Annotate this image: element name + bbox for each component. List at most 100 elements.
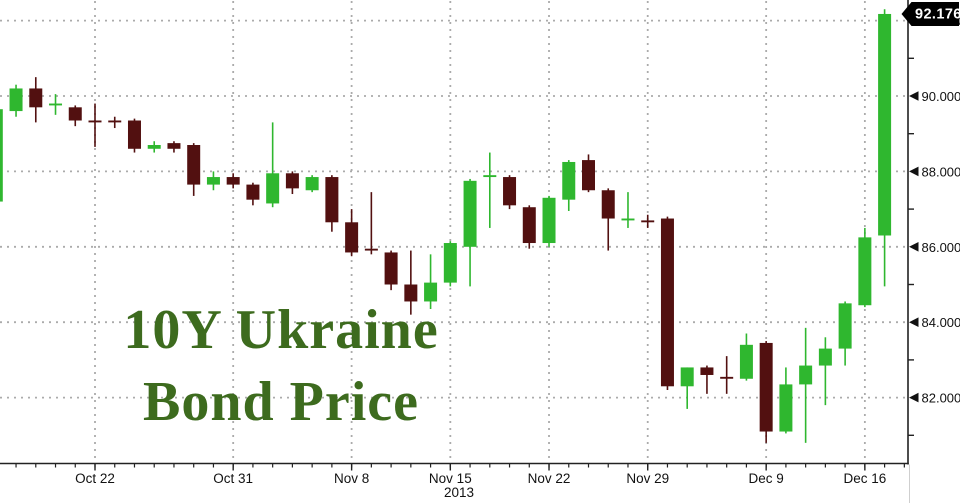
candle-nov-26 <box>582 154 595 193</box>
x-axis-label: Nov 22 <box>528 471 571 486</box>
candle-dec-10 <box>779 367 793 434</box>
candle-body <box>779 384 793 432</box>
candle-body <box>285 173 299 189</box>
candle-dec-12 <box>818 337 832 406</box>
candle-body <box>700 367 714 375</box>
x-axis-label: Nov 15 <box>429 471 472 486</box>
candle-dec-11 <box>799 327 813 443</box>
candle-body <box>147 145 161 149</box>
candle-body <box>601 190 615 219</box>
last-price-label: 92.176 <box>915 6 960 22</box>
candle-body <box>226 177 240 185</box>
candle-body <box>660 218 674 387</box>
candle-dec-13 <box>838 301 852 366</box>
y-axis-label: 84.000 <box>922 315 960 330</box>
candle-nov-29 <box>641 214 655 228</box>
candle-body <box>9 88 23 112</box>
candle-dec-16 <box>858 227 872 308</box>
candle-nov-12 <box>384 250 398 291</box>
y-tick-arrow-icon <box>909 166 919 177</box>
candle-body <box>384 252 398 285</box>
candle-body <box>621 218 635 221</box>
candle-nov-7 <box>325 175 339 232</box>
last-price-tag-shape <box>901 2 959 26</box>
candle-body <box>838 303 852 349</box>
y-tick-arrow-icon <box>909 242 919 252</box>
y-tick-arrow-icon <box>909 317 919 327</box>
candle-body <box>878 13 892 236</box>
last-price-tag: 92.176 <box>901 2 960 26</box>
candle-oct-29 <box>187 143 201 196</box>
y-tick-arrow-icon <box>909 392 919 403</box>
candle-body <box>266 173 280 204</box>
candle-body <box>483 175 497 178</box>
candle-nov-1 <box>246 182 260 206</box>
candle-body <box>68 107 82 121</box>
candle-body <box>759 342 773 432</box>
x-axis-label: Oct 22 <box>75 471 115 486</box>
candle-dec-6 <box>739 333 753 381</box>
candle-dec-9 <box>759 341 773 443</box>
candle-body <box>345 222 359 253</box>
candle-body <box>562 161 576 200</box>
candle-body <box>49 103 63 106</box>
candle-body <box>443 243 457 283</box>
y-axis-label: 88.000 <box>922 164 960 179</box>
y-axis-label: 86.000 <box>922 240 960 255</box>
candle-body <box>720 376 734 379</box>
candle-oct-17 <box>29 77 43 123</box>
candle-body <box>739 344 753 379</box>
y-axis-label: 82.000 <box>922 391 960 406</box>
candle-nov-18 <box>463 178 477 287</box>
candle-nov-14 <box>424 254 438 310</box>
candle-body <box>680 367 694 387</box>
candle-body <box>206 177 220 185</box>
candle-nov-19 <box>483 152 497 228</box>
candle-body <box>582 160 595 191</box>
candle-oct-16 <box>9 84 23 117</box>
candle-nov-22 <box>542 195 556 247</box>
candle-body <box>858 237 872 306</box>
candle-nov-28 <box>621 192 635 228</box>
candle-body <box>305 177 319 191</box>
candle-nov-11 <box>364 192 378 255</box>
y-axis-label: 90.000 <box>922 89 960 104</box>
candle-dec-2 <box>660 216 674 391</box>
candle-nov-6 <box>305 175 319 193</box>
candle-nov-20 <box>503 175 517 210</box>
candle-body <box>325 177 339 223</box>
y-tick-arrow-icon <box>909 91 919 101</box>
x-axis-label: Dec 16 <box>843 471 886 486</box>
x-axis-label: Nov 8 <box>334 471 369 486</box>
candle-oct-21 <box>68 105 82 127</box>
x-axis-label: Dec 9 <box>749 471 784 486</box>
x-axis-label: Nov 29 <box>626 471 669 486</box>
candle-dec-3 <box>680 367 694 409</box>
candle-body <box>542 197 556 244</box>
candle-oct-18 <box>49 94 63 115</box>
candle-body <box>108 120 122 123</box>
candle-nov-27 <box>601 188 615 251</box>
candle-nov-5 <box>285 171 299 195</box>
candle-body <box>799 365 813 385</box>
candle-oct-25 <box>147 141 161 153</box>
candle-oct-31 <box>226 173 240 189</box>
candle-oct-15 <box>0 109 3 202</box>
candle-body <box>424 282 438 302</box>
candle-dec-4 <box>700 365 714 394</box>
candle-body <box>0 109 3 202</box>
candle-oct-22 <box>88 103 102 147</box>
candle-nov-4 <box>266 122 280 208</box>
candle-body <box>818 348 832 366</box>
candle-oct-30 <box>206 171 220 191</box>
candle-oct-24 <box>127 118 141 153</box>
candle-body <box>246 184 260 200</box>
candle-body <box>187 145 201 185</box>
candle-body <box>463 180 477 247</box>
candle-nov-25 <box>562 160 576 211</box>
x-axis-year-label: 2013 <box>444 485 474 500</box>
candle-body <box>29 88 43 108</box>
candle-body <box>641 220 655 223</box>
